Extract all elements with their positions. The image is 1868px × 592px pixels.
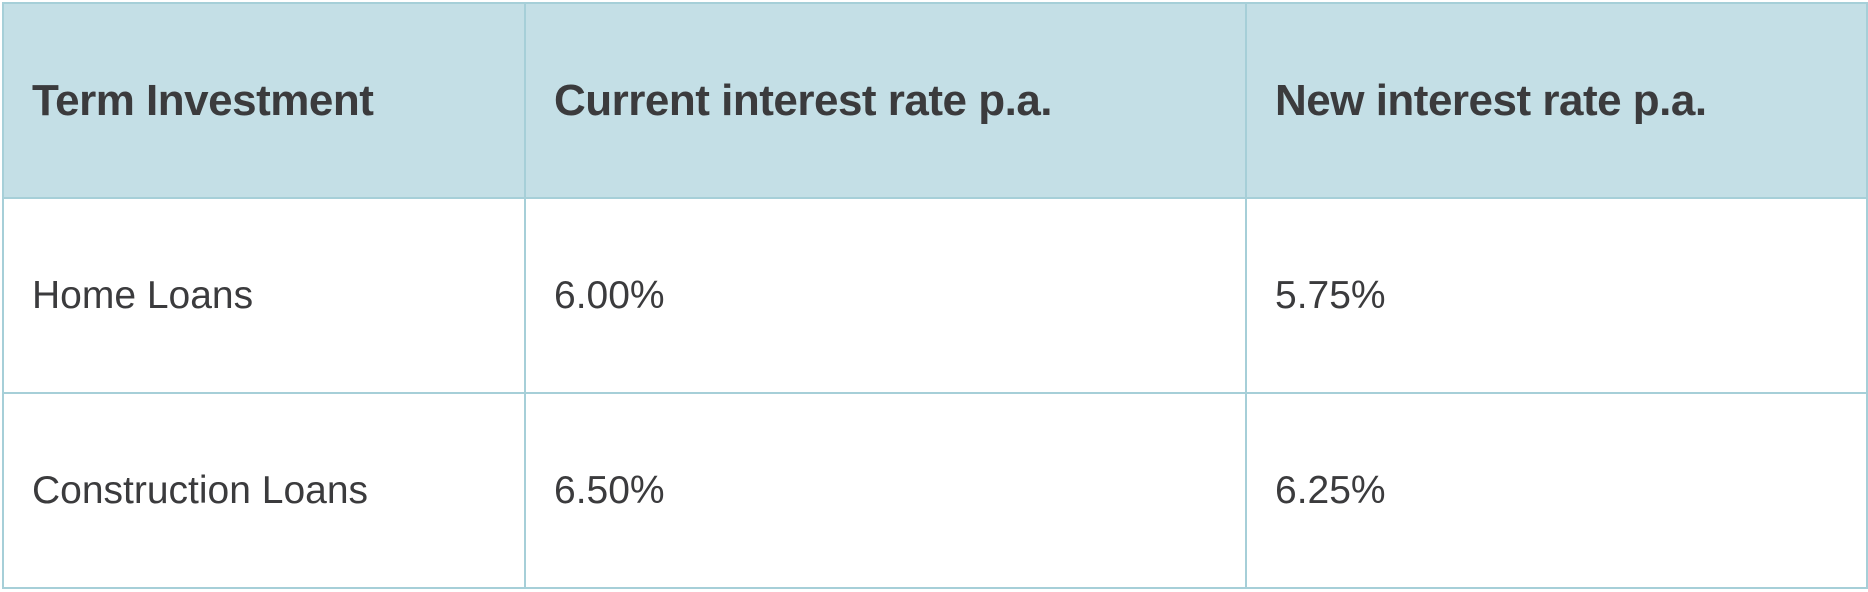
cell-term: Construction Loans <box>2 392 526 589</box>
header-current-rate: Current interest rate p.a. <box>524 2 1247 199</box>
cell-new-rate: 5.75% <box>1245 197 1868 394</box>
table-row: Construction Loans 6.50% 6.25% <box>2 392 1868 589</box>
header-term-investment: Term Investment <box>2 2 526 199</box>
table-row: Home Loans 6.00% 5.75% <box>2 197 1868 394</box>
cell-term: Home Loans <box>2 197 526 394</box>
header-new-rate: New interest rate p.a. <box>1245 2 1868 199</box>
cell-current-rate: 6.50% <box>524 392 1247 589</box>
header-row: Term Investment Current interest rate p.… <box>2 2 1868 199</box>
cell-current-rate: 6.00% <box>524 197 1247 394</box>
cell-new-rate: 6.25% <box>1245 392 1868 589</box>
